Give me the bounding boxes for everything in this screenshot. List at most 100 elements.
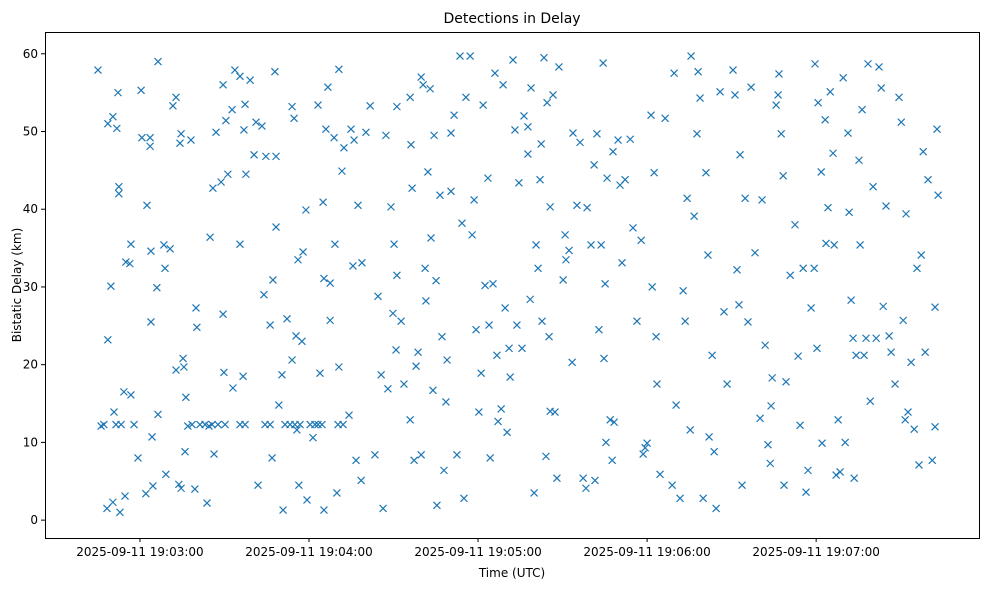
data-point-marker [597, 241, 606, 249]
data-point-marker [723, 380, 732, 389]
data-point-marker [866, 397, 875, 406]
y-tick-label: 30 [23, 280, 38, 294]
data-point-marker [546, 202, 555, 211]
data-point-marker [374, 292, 382, 301]
data-point-marker [774, 91, 783, 99]
data-point-marker [869, 182, 877, 191]
data-point-marker [931, 422, 939, 431]
data-point-marker [647, 111, 655, 120]
data-point-marker [477, 369, 486, 378]
x-tick-label: 2025-09-11 19:05:00 [414, 545, 541, 559]
data-point-marker [794, 352, 803, 361]
data-point-marker [775, 70, 783, 78]
data-point-marker [338, 167, 346, 176]
data-point-marker [188, 420, 196, 429]
data-point-marker [679, 286, 688, 295]
data-point-marker [899, 316, 908, 325]
data-point-marker [590, 160, 599, 169]
data-point-marker [626, 135, 635, 144]
data-point-marker [855, 156, 863, 165]
data-point-marker [602, 438, 610, 447]
data-point-marker [565, 246, 573, 255]
data-point-marker [934, 191, 943, 200]
data-point-marker [931, 303, 939, 312]
data-point-marker [458, 219, 466, 228]
data-point-marker [361, 128, 370, 137]
data-point-marker [551, 408, 559, 417]
data-point-marker [829, 149, 837, 158]
data-point-marker [252, 118, 260, 127]
data-point-marker [608, 456, 617, 465]
data-point-marker [761, 341, 770, 350]
data-point-marker [601, 279, 610, 288]
data-point-marker [334, 65, 343, 74]
data-point-marker [606, 415, 615, 424]
data-point-marker [349, 262, 357, 270]
data-point-marker [811, 59, 819, 68]
data-point-marker [223, 170, 232, 179]
data-point-marker [219, 80, 227, 89]
data-point-marker [430, 131, 439, 140]
data-point-marker [159, 241, 168, 249]
data-point-marker [474, 408, 483, 417]
data-point-marker [452, 450, 461, 459]
data-point-marker [537, 140, 546, 148]
data-point-marker [422, 297, 430, 305]
data-point-marker [559, 276, 568, 284]
data-point-marker [813, 344, 821, 353]
data-point-marker [103, 119, 112, 128]
data-point-marker [710, 447, 719, 456]
data-point-marker [212, 128, 220, 137]
y-tick-label: 0 [30, 513, 38, 527]
data-point-marker [456, 52, 464, 61]
data-point-marker [924, 175, 932, 184]
data-point-marker [203, 499, 211, 507]
data-point-marker [483, 174, 492, 183]
data-point-marker [320, 506, 328, 514]
data-point-marker [392, 102, 401, 111]
data-point-marker [230, 66, 239, 75]
data-point-marker [246, 76, 255, 85]
data-point-marker [786, 271, 795, 280]
y-tick-label: 10 [23, 435, 38, 449]
x-tick-label: 2025-09-11 19:06:00 [583, 545, 710, 559]
data-point-marker [690, 212, 699, 221]
data-point-marker [440, 466, 448, 475]
data-point-marker [429, 386, 437, 395]
data-point-marker [568, 358, 577, 367]
data-point-marker [858, 105, 866, 114]
data-point-marker [741, 194, 750, 203]
data-point-marker [758, 195, 766, 204]
data-point-marker [532, 241, 541, 249]
data-point-marker [891, 380, 899, 389]
data-point-marker [121, 492, 129, 500]
data-point-marker [316, 369, 324, 378]
data-point-marker [241, 420, 249, 429]
data-point-marker [738, 481, 746, 490]
data-point-marker [250, 150, 258, 159]
data-point-marker [229, 384, 237, 392]
data-point-marker [148, 481, 157, 490]
data-point-marker [108, 498, 117, 507]
data-point-marker [172, 366, 180, 375]
data-point-marker [387, 202, 395, 211]
data-point-marker [772, 101, 781, 109]
data-point-marker [593, 129, 601, 138]
data-point-marker [523, 150, 532, 158]
data-point-marker [419, 80, 428, 89]
data-point-marker [856, 241, 865, 249]
data-point-marker [921, 348, 930, 357]
data-point-marker [206, 233, 215, 242]
data-point-marker [309, 433, 317, 442]
data-point-marker [323, 83, 332, 92]
data-point-marker [882, 202, 890, 211]
data-point-marker [699, 494, 708, 503]
data-point-marker [879, 302, 888, 311]
data-point-marker [279, 506, 288, 514]
data-point-marker [217, 178, 226, 186]
data-point-marker [114, 189, 123, 198]
data-point-marker [432, 501, 441, 510]
data-point-marker [514, 178, 523, 187]
data-point-marker [513, 321, 521, 329]
